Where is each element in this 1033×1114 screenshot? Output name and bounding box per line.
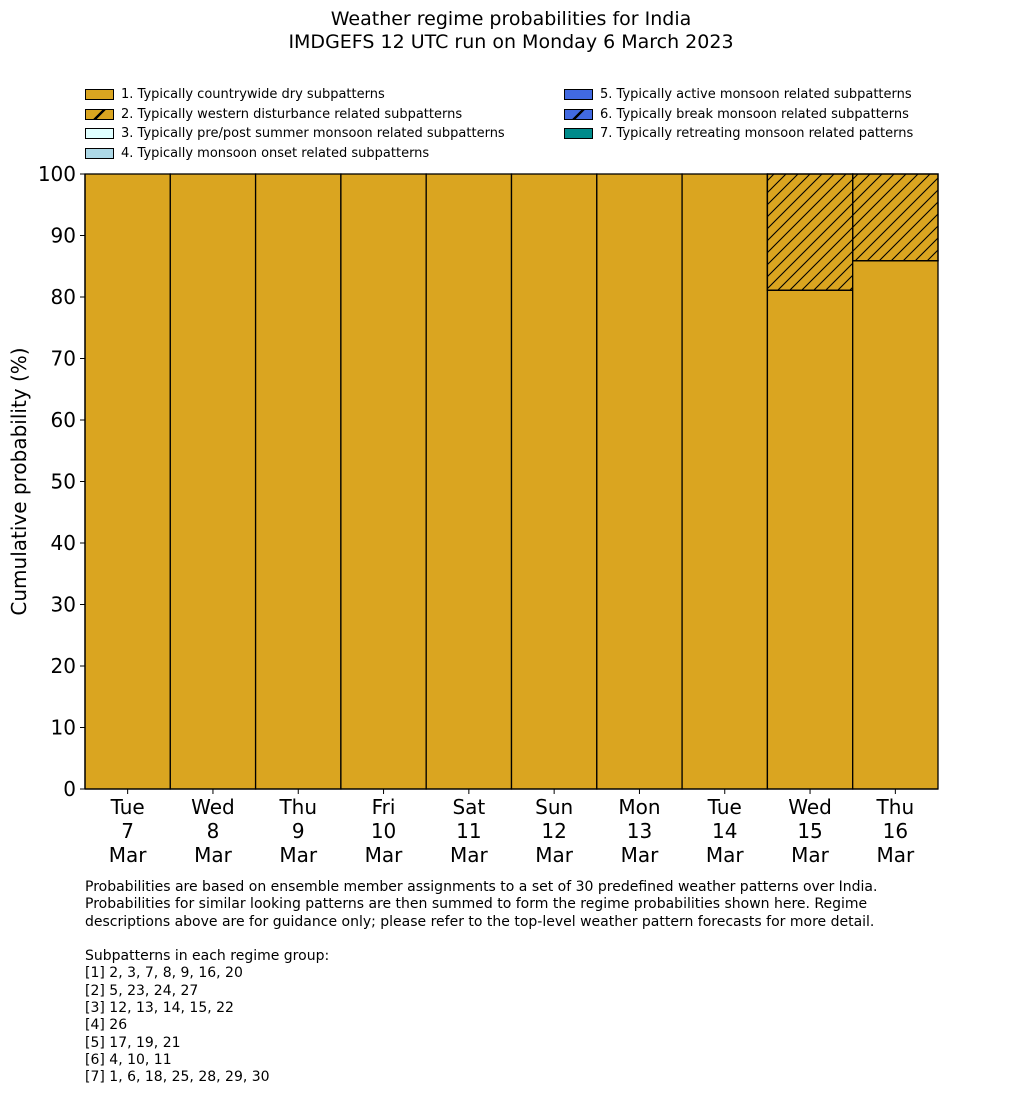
x-tick-label: Mar (109, 843, 148, 867)
bar-hatch (852, 173, 939, 262)
x-tick-label: Mar (876, 843, 915, 867)
legend-swatch (85, 89, 114, 101)
bar-segment (340, 173, 427, 790)
x-tick-label: Mar (706, 843, 745, 867)
x-tick-label: Mar (621, 843, 660, 867)
x-tick-label: 7 (121, 819, 134, 843)
legend-right: 5. Typically active monsoon related subp… (564, 85, 913, 144)
x-tick-label: 13 (627, 819, 652, 843)
x-tick-label: Mar (279, 843, 318, 867)
bar-segment (254, 173, 342, 790)
legend-item: 3. Typically pre/post summer monsoon rel… (85, 124, 505, 144)
x-tick-label: Mon (618, 795, 660, 819)
x-tick-label: 9 (292, 819, 305, 843)
bar-segment (425, 173, 513, 790)
legend-label: 5. Typically active monsoon related subp… (600, 87, 912, 103)
legend-label: 1. Typically countrywide dry subpatterns (121, 87, 385, 103)
bar-segment (681, 173, 769, 790)
bar-segment (852, 260, 939, 790)
x-tick-label: Mar (535, 843, 574, 867)
x-tick-label: 8 (207, 819, 220, 843)
x-tick-label: 12 (541, 819, 566, 843)
legend-left: 1. Typically countrywide dry subpatterns… (85, 85, 505, 163)
x-tick-label: Tue (110, 795, 145, 819)
x-tick-label: Tue (707, 795, 742, 819)
bar-segment (766, 289, 854, 790)
x-tick-label: Mar (194, 843, 233, 867)
x-tick-label: 14 (712, 819, 737, 843)
x-tick-label: 16 (883, 819, 908, 843)
bar-segment (169, 173, 257, 790)
legend-swatch (85, 128, 114, 140)
y-axis-label: Cumulative probability (%) (7, 347, 31, 615)
legend-item: 1. Typically countrywide dry subpatterns (85, 85, 505, 105)
bar-segment (84, 173, 171, 790)
x-tick-label: Sun (535, 795, 573, 819)
x-tick-label: Thu (278, 795, 317, 819)
y-tick-label: 60 (51, 408, 76, 432)
x-tick-label: 15 (797, 819, 822, 843)
x-tick-label: Fri (372, 795, 396, 819)
y-tick-label: 30 (51, 593, 76, 617)
legend-item: 6. Typically break monsoon related subpa… (564, 105, 913, 125)
bar-hatch (766, 173, 854, 291)
y-tick-label: 80 (51, 285, 76, 309)
x-tick-label: 11 (456, 819, 481, 843)
x-tick-label: Mar (791, 843, 830, 867)
legend-swatch (564, 89, 593, 101)
x-tick-label: 10 (371, 819, 396, 843)
x-tick-label: Sat (452, 795, 485, 819)
y-tick-label: 50 (51, 470, 76, 494)
y-tick-label: 10 (51, 716, 76, 740)
legend-item: 5. Typically active monsoon related subp… (564, 85, 913, 105)
legend-swatch (85, 147, 114, 159)
y-tick-label: 20 (51, 654, 76, 678)
legend-label: 3. Typically pre/post summer monsoon rel… (121, 126, 505, 142)
legend-swatch (564, 108, 593, 120)
legend-label: 6. Typically break monsoon related subpa… (600, 106, 909, 122)
footnote: Probabilities are based on ensemble memb… (85, 879, 878, 1086)
y-tick-label: 0 (63, 777, 76, 801)
y-tick-label: 70 (51, 347, 76, 371)
legend-label: 4. Typically monsoon onset related subpa… (121, 145, 430, 161)
x-tick-label: Thu (876, 795, 915, 819)
legend-item: 4. Typically monsoon onset related subpa… (85, 144, 505, 164)
legend-label: 7. Typically retreating monsoon related … (600, 126, 914, 142)
x-tick-label: Wed (191, 795, 235, 819)
legend-label: 2. Typically western disturbance related… (121, 106, 463, 122)
y-tick-label: 100 (38, 162, 76, 186)
chart-title: Weather regime probabilities for India (330, 8, 692, 30)
x-tick-label: Wed (788, 795, 832, 819)
y-tick-label: 90 (51, 224, 76, 248)
legend-item: 7. Typically retreating monsoon related … (564, 124, 913, 144)
bar-segment (510, 173, 598, 790)
legend-swatch (85, 108, 114, 120)
bar-segment (596, 173, 683, 790)
x-tick-label: Mar (450, 843, 489, 867)
legend-swatch (564, 128, 593, 140)
chart-subtitle: IMDGEFS 12 UTC run on Monday 6 March 202… (288, 31, 734, 53)
x-tick-label: Mar (365, 843, 404, 867)
legend-item: 2. Typically western disturbance related… (85, 105, 505, 125)
y-tick-label: 40 (51, 531, 76, 555)
